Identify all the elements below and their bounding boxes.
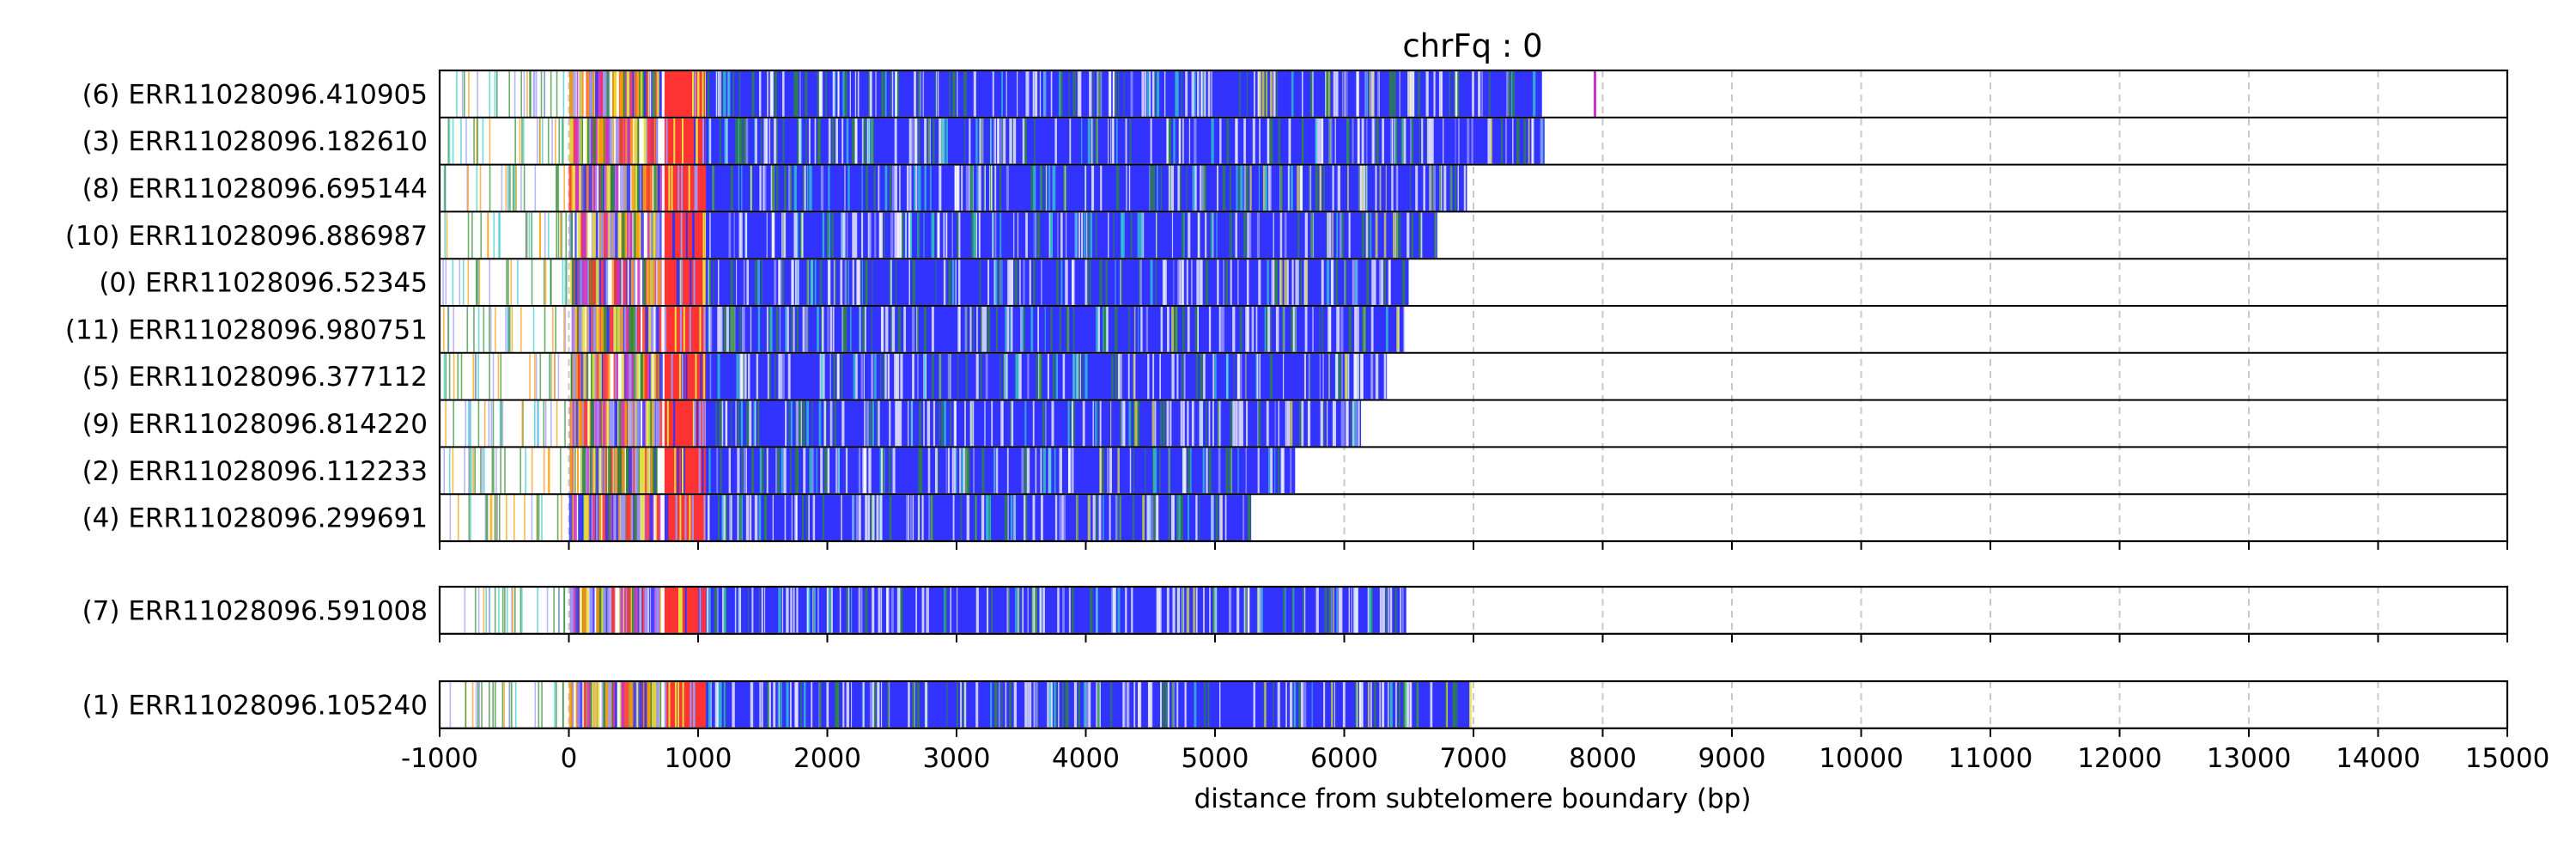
read-group: (7) ERR11028096.591008 (82, 585, 2509, 643)
read-label: (11) ERR11028096.980751 (65, 314, 428, 345)
x-tick-label: 10000 (1819, 743, 1904, 774)
x-tick-label: 0 (561, 743, 578, 774)
x-tick-label: 9000 (1698, 743, 1766, 774)
x-tick-label: 8000 (1569, 743, 1637, 774)
read-row: (10) ERR11028096.886987 (65, 210, 2507, 259)
read-row: (8) ERR11028096.695144 (82, 163, 2507, 211)
read-label: (7) ERR11028096.591008 (82, 595, 428, 626)
read-panels: (6) ERR11028096.410905 (3) ERR11028096.18… (65, 69, 2509, 737)
x-tick-label: -1000 (401, 743, 478, 774)
read-group: (1) ERR11028096.105240 (82, 680, 2509, 737)
x-tick-label: 13000 (2207, 743, 2292, 774)
x-tick-label: 2000 (793, 743, 861, 774)
read-label: (8) ERR11028096.695144 (82, 174, 428, 204)
read-row: (0) ERR11028096.52345 (99, 258, 2507, 305)
read-row: (9) ERR11028096.814220 (82, 399, 2507, 447)
read-row: (2) ERR11028096.112233 (82, 446, 2507, 494)
x-axis: -1000 0 1000 2000 3000 4000 5000 6000 7000 8000 90… (401, 743, 2549, 774)
read-label: (9) ERR11028096.814220 (82, 409, 428, 440)
x-tick-label: 12000 (2077, 743, 2162, 774)
read-label: (1) ERR11028096.105240 (82, 690, 428, 721)
read-row: (4) ERR11028096.299691 (82, 493, 2507, 540)
read-row: (1) ERR11028096.105240 (82, 680, 2507, 728)
x-tick-label: 14000 (2336, 743, 2421, 774)
read-label: (6) ERR11028096.410905 (82, 79, 428, 110)
read-row: (7) ERR11028096.591008 (82, 586, 2507, 633)
x-tick-label: 4000 (1052, 743, 1120, 774)
x-axis-title: distance from subtelomere boundary (bp) (1194, 783, 1752, 814)
x-tick-label: 7000 (1440, 743, 1508, 774)
read-row: (3) ERR11028096.182610 (82, 116, 2507, 164)
read-label: (5) ERR11028096.377112 (82, 362, 428, 393)
read-row: (6) ERR11028096.410905 (82, 70, 2507, 117)
x-tick-label: 15000 (2465, 743, 2550, 774)
read-label: (3) ERR11028096.182610 (82, 126, 428, 157)
read-row: (5) ERR11028096.377112 (82, 351, 2507, 399)
read-label: (2) ERR11028096.112233 (82, 456, 428, 487)
x-tick-label: 5000 (1182, 743, 1249, 774)
x-tick-label: 6000 (1310, 743, 1378, 774)
chart-title: chrFq : 0 (1402, 27, 1542, 64)
read-label: (0) ERR11028096.52345 (99, 268, 428, 299)
x-tick-label: 3000 (923, 743, 991, 774)
read-label: (10) ERR11028096.886987 (65, 221, 428, 252)
read-row: (11) ERR11028096.980751 (65, 305, 2507, 352)
read-label: (4) ERR11028096.299691 (82, 503, 428, 534)
x-tick-label: 1000 (665, 743, 732, 774)
x-tick-label: 11000 (1948, 743, 2033, 774)
read-group: (6) ERR11028096.410905 (3) ERR11028096.18… (65, 69, 2509, 550)
